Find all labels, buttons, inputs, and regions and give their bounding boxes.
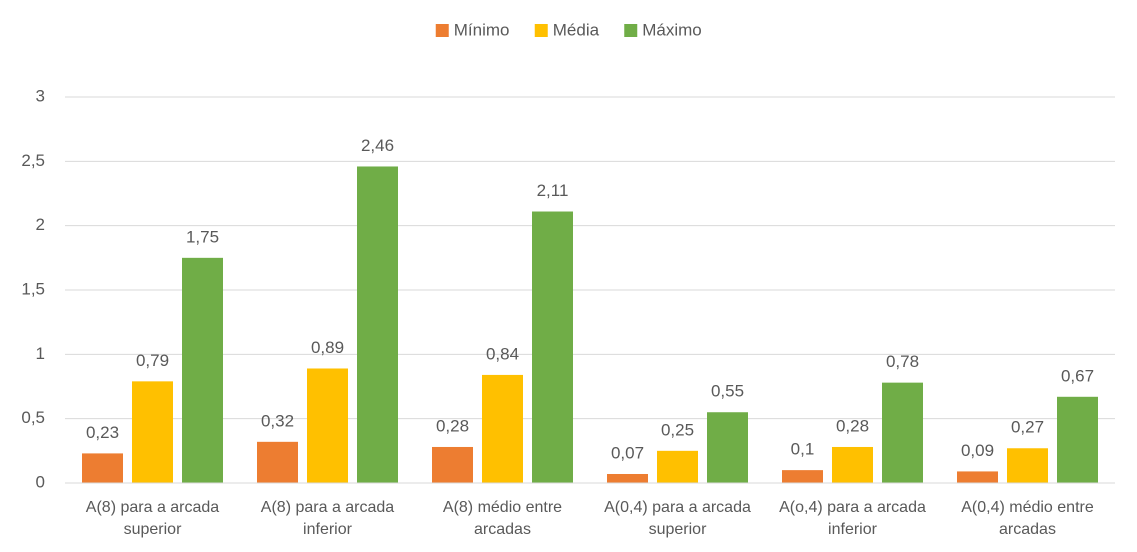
bar — [782, 470, 823, 483]
bar — [1057, 396, 1098, 483]
bar — [657, 450, 698, 483]
x-tick-label: A(0,4) para a arcada superior — [604, 499, 751, 538]
legend-swatch — [435, 24, 449, 37]
y-tick-label: 1 — [36, 344, 45, 363]
x-tick-label: A(o,4) para a arcada inferior — [779, 499, 926, 538]
y-tick-label: 0,5 — [21, 408, 45, 427]
data-label: 0,27 — [1011, 418, 1044, 437]
data-label: 0,78 — [886, 352, 919, 371]
bar — [532, 211, 573, 483]
bar — [707, 412, 748, 483]
data-label: 0,79 — [136, 351, 169, 370]
x-tick-label: A(8) para a arcada inferior — [260, 499, 395, 538]
bar — [82, 453, 123, 483]
data-label: 0,23 — [86, 423, 119, 442]
x-tick-label: A(0,4) médio entre arcadas — [961, 499, 1094, 538]
bar — [307, 368, 348, 483]
legend-swatch — [534, 24, 548, 37]
data-label: 0,32 — [261, 411, 294, 430]
data-label: 0,89 — [311, 338, 344, 357]
bar — [182, 257, 223, 483]
data-label: 0,25 — [661, 420, 694, 439]
y-tick-label: 2 — [36, 215, 45, 234]
bar — [257, 441, 298, 483]
legend-swatch — [624, 24, 638, 37]
bar — [957, 471, 998, 483]
data-label: 0,28 — [436, 416, 469, 435]
x-tick-label: A(8) para a arcada superior — [85, 499, 220, 538]
legend-label: Mínimo — [454, 20, 510, 39]
data-label: 0,84 — [486, 344, 519, 363]
bar — [432, 446, 473, 483]
y-tick-label: 2,5 — [21, 151, 45, 170]
data-label: 0,07 — [611, 443, 644, 462]
y-tick-label: 3 — [36, 86, 45, 105]
data-label: 1,75 — [186, 227, 219, 246]
bar — [132, 381, 173, 483]
data-label: 0,28 — [836, 416, 869, 435]
legend-label: Média — [553, 20, 600, 39]
data-label: 0,1 — [791, 440, 815, 459]
bar — [482, 374, 523, 483]
data-label: 2,46 — [361, 136, 394, 155]
bar — [832, 446, 873, 483]
data-label: 0,09 — [961, 441, 994, 460]
data-label: 0,67 — [1061, 366, 1094, 385]
data-label: 0,55 — [711, 382, 744, 401]
bar — [882, 382, 923, 483]
y-tick-label: 0 — [36, 472, 45, 491]
x-tick-label: A(8) médio entre arcadas — [442, 499, 563, 538]
bar — [357, 166, 398, 484]
bar — [607, 473, 648, 483]
y-tick-label: 1,5 — [21, 279, 45, 298]
data-label: 2,11 — [537, 181, 569, 200]
legend-label: Máximo — [642, 20, 702, 39]
bar — [1007, 448, 1048, 483]
